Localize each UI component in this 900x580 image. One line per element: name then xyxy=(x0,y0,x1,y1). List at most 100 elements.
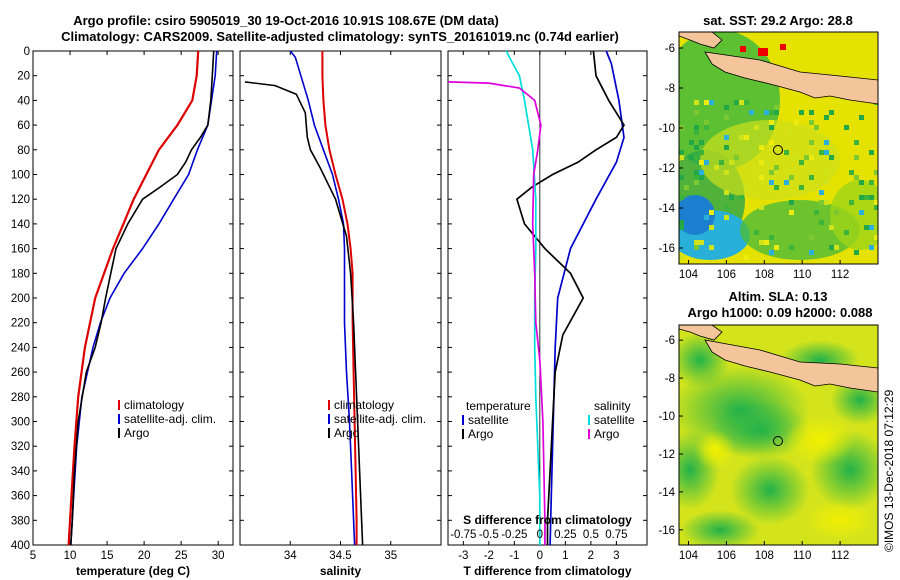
argo-location-marker xyxy=(773,145,783,155)
sst-pixel xyxy=(729,220,734,225)
sst-pixel xyxy=(774,105,779,110)
sst-pixel xyxy=(869,150,874,155)
java-land xyxy=(704,51,878,105)
sst-pixel xyxy=(759,175,764,180)
sst-pixel xyxy=(864,195,869,200)
map-xtick-label: 110 xyxy=(793,550,811,562)
credit: ©IMOS 13-Dec-2018 07:12:29 xyxy=(882,389,896,552)
sst-pixel xyxy=(739,195,744,200)
sst-pixel xyxy=(729,195,734,200)
sst-pixel xyxy=(809,140,814,145)
map-xtick-label: 106 xyxy=(717,550,736,562)
sst-pixel xyxy=(774,185,779,190)
sst-pixel xyxy=(729,160,734,165)
sst-pixel xyxy=(724,215,729,220)
legend-heading-temperature: temperature xyxy=(466,399,531,413)
sst-pixel xyxy=(854,175,859,180)
sst-pixel xyxy=(804,155,809,160)
xtick-label: 3 xyxy=(613,550,619,562)
ytick-label: 20 xyxy=(17,71,30,83)
difference-plot-area xyxy=(447,50,648,546)
sst-pixel xyxy=(749,110,754,115)
sst-pixel xyxy=(854,155,859,160)
ytick-label: 260 xyxy=(11,367,30,379)
legend-label: climatology xyxy=(124,398,184,412)
sst-pixel xyxy=(709,225,714,230)
map-ytick-label: -10 xyxy=(658,411,675,423)
sst-pixel xyxy=(699,140,704,145)
sst-pixel xyxy=(844,230,849,235)
java-land-2 xyxy=(704,339,878,393)
sst-pixel xyxy=(694,180,699,185)
sst-pixel xyxy=(699,240,704,245)
sst-pixel xyxy=(704,125,709,130)
sst-pixel xyxy=(769,250,774,255)
sst-pixel xyxy=(819,190,824,195)
sst-pixel xyxy=(704,120,709,125)
sst-pixel xyxy=(679,155,684,160)
sst-pixel xyxy=(714,165,719,170)
sla-map: Altim. SLA: 0.13 Argo h1000: 0.09 h2000:… xyxy=(658,289,879,562)
sst-pixel xyxy=(764,240,769,245)
sst-pixel xyxy=(824,115,829,120)
sst-pixel xyxy=(774,165,779,170)
sst-pixel xyxy=(744,185,749,190)
sst-pixel xyxy=(699,170,704,175)
sst-pixel xyxy=(769,170,774,175)
sst-pixel xyxy=(709,100,714,105)
sst-pixel xyxy=(824,140,829,145)
temperature-xlabel: temperature (deg C) xyxy=(76,564,190,578)
sla-map-title-2: Argo h1000: 0.09 h2000: 0.088 xyxy=(688,305,873,320)
sst-pixel xyxy=(704,215,709,220)
sumatra-land-2 xyxy=(679,325,723,341)
sst-pixel xyxy=(694,155,699,160)
x2tick-label: -0.75 xyxy=(450,529,476,541)
sst-pixel xyxy=(874,205,878,210)
salinity-plot-area xyxy=(239,50,442,546)
map-ytick-label: -14 xyxy=(658,487,675,499)
xtick-label: 15 xyxy=(101,550,114,562)
sst-pixel xyxy=(824,170,829,175)
xtick-label: -1 xyxy=(509,550,519,562)
sal-satellite-adj-clim--line xyxy=(289,50,356,546)
sst-pixel xyxy=(789,245,794,250)
sst-pixel xyxy=(864,225,869,230)
xtick-label: 34.5 xyxy=(329,550,351,562)
sst-pixel xyxy=(679,225,684,230)
sst-pixel xyxy=(679,220,684,225)
sst-pixel xyxy=(689,140,694,145)
sst-pixel xyxy=(694,245,699,250)
ytick-label: 240 xyxy=(11,342,30,354)
sst-pixel xyxy=(809,235,814,240)
difference-panel: -3 -2 -1 0 1 2 3 T difference from climatology S… xyxy=(447,50,648,578)
xtick-label: 30 xyxy=(212,550,225,562)
sst-pixel xyxy=(724,115,729,120)
ytick-label: 120 xyxy=(11,194,30,206)
sst-pixel xyxy=(684,185,689,190)
temperature-panel: 0 20 40 60 80 100 120 140 160 180 200 220 240 260 280 3… xyxy=(11,46,234,578)
sst-pixel xyxy=(679,195,684,200)
title-line-1: Argo profile: csiro 5905019_30 19-Oct-20… xyxy=(73,13,499,28)
sst-pixel xyxy=(699,150,704,155)
salinity-xlabel: salinity xyxy=(320,564,362,578)
xtick-label: 34 xyxy=(284,550,297,562)
sst-pixel xyxy=(844,125,849,130)
diff-s-argo-line xyxy=(447,81,546,545)
sst-map-title: sat. SST: 29.2 Argo: 28.8 xyxy=(703,13,853,28)
ytick-label: 160 xyxy=(11,244,30,256)
sst-pixel xyxy=(829,225,834,230)
difference-xlabel: T difference from climatology xyxy=(463,564,631,578)
sst-pixel xyxy=(874,235,878,240)
sst-pixel xyxy=(699,160,704,165)
sst-pixel xyxy=(789,210,794,215)
xtick-label: 0 xyxy=(537,550,543,562)
sst-pixel xyxy=(859,115,864,120)
sst-pixel xyxy=(739,135,744,140)
sst-pixel xyxy=(694,240,699,245)
x2tick-label: 0.25 xyxy=(554,529,576,541)
sst-pixel xyxy=(809,110,814,115)
legend-label: Argo xyxy=(468,427,494,441)
sst-pixel xyxy=(769,125,774,130)
map-ytick-label: -12 xyxy=(658,163,675,175)
title-line-2: Climatology: CARS2009. Satellite-adjuste… xyxy=(61,29,619,44)
